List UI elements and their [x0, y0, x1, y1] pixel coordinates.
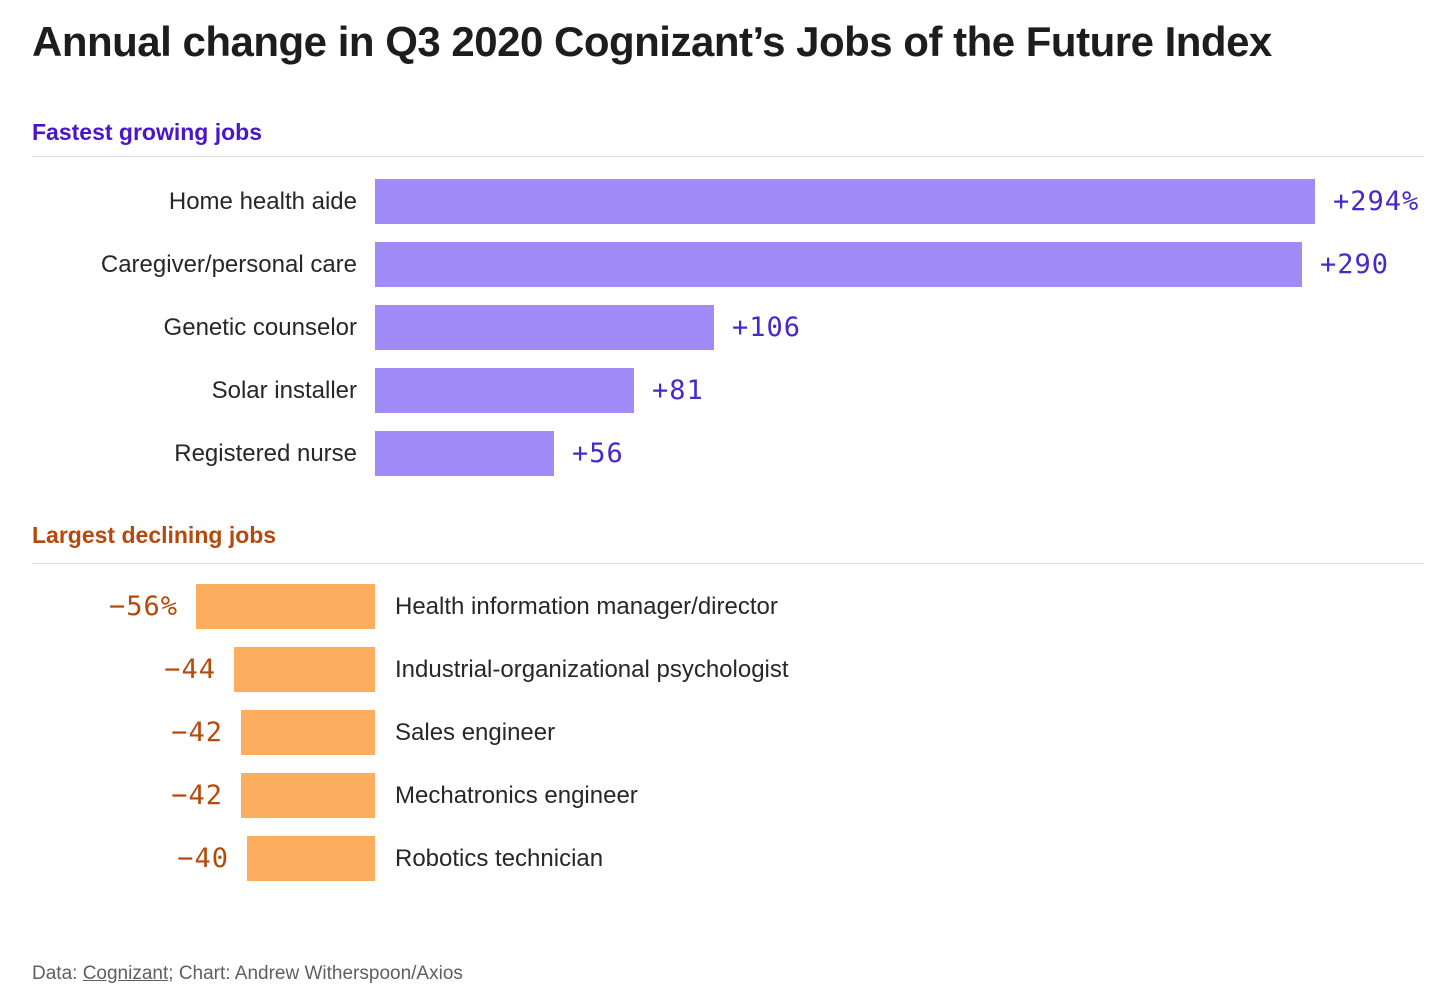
category-label: Solar installer	[211, 376, 357, 404]
footer-prefix: Data:	[32, 963, 83, 984]
divider-declining	[32, 563, 1424, 565]
value-label: +106	[732, 312, 802, 344]
declining-bar-cell: −44	[32, 647, 375, 693]
value-label: −42	[171, 780, 223, 812]
chart-footer: Data: Cognizant; Chart: Andrew Witherspo…	[32, 963, 463, 985]
category-label: Health information manager/director	[395, 592, 778, 620]
declining-bar	[241, 710, 375, 756]
category-label: Home health aide	[168, 187, 357, 215]
value-label: −56%	[108, 591, 178, 623]
value-label: −44	[164, 654, 216, 686]
bar-row-growing: Genetic counselor +106	[32, 305, 1424, 351]
divider-growing	[32, 156, 1424, 158]
declining-bar-cell: −42	[32, 773, 375, 819]
value-label: +56	[572, 438, 624, 470]
bar-row-growing: Home health aide +294%	[32, 179, 1424, 225]
footer-suffix: ; Chart: Andrew Witherspoon/Axios	[168, 963, 463, 984]
declining-bar-cell: −42	[32, 710, 375, 756]
growing-bar	[375, 305, 714, 351]
declining-bar	[247, 836, 375, 882]
category-label: Caregiver/personal care	[100, 250, 357, 278]
category-label: Robotics technician	[395, 844, 604, 872]
section-title-growing: Fastest growing jobs	[32, 119, 263, 146]
declining-bar	[241, 773, 375, 819]
declining-bar	[196, 584, 375, 630]
source-link[interactable]: Cognizant	[82, 963, 169, 984]
declining-bar-cell: −56%	[32, 584, 375, 630]
value-label: −42	[171, 717, 223, 749]
bar-row-declining: −42 Sales engineer	[32, 710, 1424, 756]
bar-row-declining: −44 Industrial-organizational psychologis…	[32, 647, 1424, 693]
category-label: Mechatronics engineer	[395, 781, 638, 809]
value-label: +81	[652, 375, 704, 407]
growing-bars-group: Home health aide +294% Caregiver/personal …	[32, 179, 1424, 477]
category-label: Sales engineer	[395, 718, 556, 746]
bar-row-declining: −40 Robotics technician	[32, 836, 1424, 882]
bar-row-declining: −56% Health information manager/director	[32, 584, 1424, 630]
category-label: Industrial-organizational psychologist	[395, 655, 789, 683]
category-label: Registered nurse	[174, 439, 357, 467]
bar-row-growing: Solar installer +81	[32, 368, 1424, 414]
chart-title: Annual change in Q3 2020 Cognizant’s Job…	[32, 18, 1272, 65]
bar-row-growing: Registered nurse +56	[32, 431, 1424, 477]
declining-bar	[234, 647, 375, 693]
value-label: −40	[177, 843, 229, 875]
value-label: +294%	[1333, 186, 1420, 218]
growing-bar	[375, 368, 634, 414]
bar-row-declining: −42 Mechatronics engineer	[32, 773, 1424, 819]
growing-bar	[375, 242, 1302, 288]
growing-bar	[375, 179, 1315, 225]
section-title-declining: Largest declining jobs	[32, 522, 277, 549]
category-label: Genetic counselor	[163, 313, 357, 341]
growing-bar	[375, 431, 554, 477]
value-label: +290	[1320, 249, 1390, 281]
declining-bar-cell: −40	[32, 836, 375, 882]
bar-row-growing: Caregiver/personal care +290	[32, 242, 1424, 288]
declining-bars-group: −56% Health information manager/director −…	[32, 584, 1424, 882]
